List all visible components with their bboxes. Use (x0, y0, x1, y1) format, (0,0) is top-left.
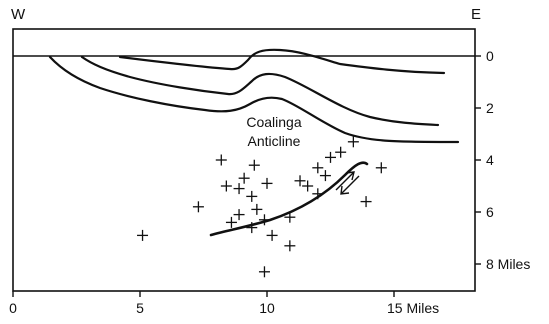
hypocenter-marker (215, 154, 227, 166)
slip-arrow-upper (335, 171, 355, 191)
hypocenter-marker (375, 162, 387, 174)
distance-label-15: 15 Miles (387, 300, 439, 316)
distance-label-5: 5 (136, 300, 144, 316)
hypocenter-marker (248, 159, 260, 171)
anticline-label-line2: Anticline (248, 133, 301, 149)
hypocenter-marker (302, 180, 314, 192)
hypocenter-marker (233, 209, 245, 221)
depth-label-0: 0 (486, 48, 494, 64)
hypocenter-marker (312, 162, 324, 174)
section-frame (12, 28, 476, 292)
hypocenter-marker (233, 183, 245, 195)
depth-label-8: 8 Miles (486, 256, 530, 272)
hypocenter-marker (319, 170, 331, 182)
fault-trace (209, 161, 369, 237)
hypocenter-marker (284, 211, 296, 223)
depth-label-2: 2 (486, 100, 494, 116)
hypocenter-marker (137, 229, 149, 241)
fault-slip-arrows (335, 171, 360, 195)
slip-arrow-upper-head (345, 171, 355, 181)
hypocenter-marker (192, 201, 204, 213)
depth-label-6: 6 (486, 204, 494, 220)
west-label: W (11, 6, 26, 23)
distance-axis: 0 5 10 15 Miles (9, 291, 439, 316)
hypocenter-marker (284, 240, 296, 252)
hypocenter-marker (325, 151, 336, 163)
hypocenter-marker (246, 222, 258, 234)
hypocenter-marker (312, 188, 324, 200)
distance-label-10: 10 (259, 300, 275, 316)
distance-label-0: 0 (9, 300, 17, 316)
hypocenter-marker (246, 190, 258, 202)
anticline-label-line1: Coalinga (246, 114, 301, 130)
depth-axis: 0 2 4 6 8 Miles (475, 48, 530, 272)
hypocenter-marker (294, 175, 306, 187)
horizon-1 (118, 48, 446, 75)
hypocenter-marker (225, 216, 237, 228)
hypocenter-marker (238, 172, 250, 184)
plot-border (12, 28, 476, 292)
thrust-fault (209, 161, 369, 237)
hypocenter-marker (220, 180, 232, 192)
slip-arrow-lower-head (340, 185, 350, 195)
hypocenter-marker (266, 229, 278, 241)
hypocenter-marker (258, 266, 270, 278)
stratigraphic-horizons (48, 48, 460, 144)
east-label: E (471, 6, 481, 23)
horizon-3 (48, 55, 460, 144)
hypocenter-marker (347, 136, 359, 148)
hypocenter-marker (251, 203, 263, 215)
hypocenter-marker (335, 146, 347, 158)
compass-labels: W E (11, 6, 481, 23)
horizon-2 (80, 55, 440, 127)
hypocenter-marker (258, 214, 270, 226)
earthquake-hypocenters (137, 136, 387, 278)
slip-arrow-lower (340, 175, 360, 195)
depth-label-4: 4 (486, 152, 494, 168)
structure-label: Coalinga Anticline (246, 114, 301, 149)
hypocenter-marker (261, 177, 273, 189)
hypocenter-marker (360, 196, 372, 208)
